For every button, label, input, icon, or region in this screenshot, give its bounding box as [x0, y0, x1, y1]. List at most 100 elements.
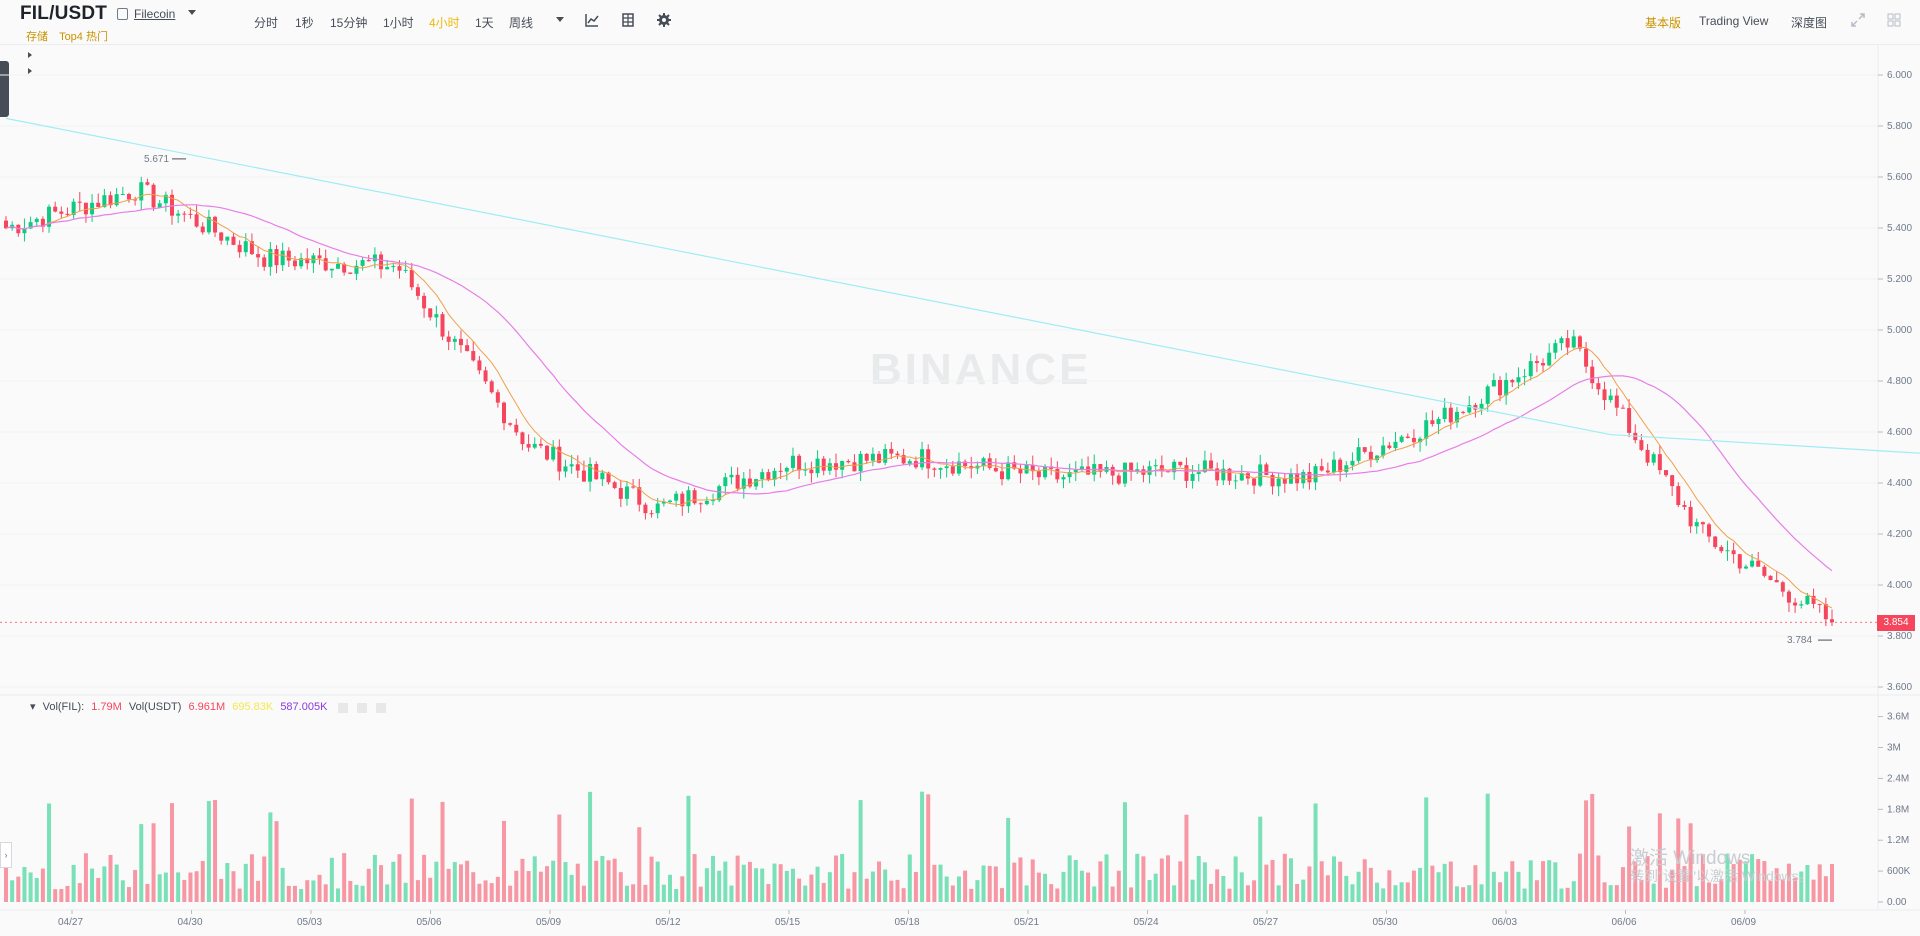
candle-body: [1694, 522, 1699, 527]
candle-body: [1786, 591, 1791, 603]
expand-arrow-icon[interactable]: [28, 52, 32, 58]
volume-bar: [391, 861, 396, 902]
volume-bar: [1670, 870, 1675, 902]
candle-body: [1153, 465, 1158, 467]
volume-bar: [1135, 853, 1140, 902]
candle-body: [329, 268, 334, 271]
date-tick-label: 05/18: [895, 917, 920, 928]
candle-body: [1073, 469, 1078, 473]
volume-bar: [1664, 887, 1668, 902]
candle-body: [1332, 459, 1336, 473]
volume-bar: [840, 853, 845, 902]
candle-body: [237, 244, 242, 253]
view-basic[interactable]: 基本版: [1645, 16, 1682, 30]
candle-body: [741, 478, 746, 489]
candle-body: [569, 464, 574, 467]
indicator-icon[interactable]: [620, 12, 636, 28]
volume-bar: [600, 855, 605, 902]
interval-1w[interactable]: 周线: [509, 16, 534, 30]
price-tick-label: 3.800: [1887, 631, 1912, 642]
candle-body: [1338, 459, 1343, 472]
interval-1d[interactable]: 1天: [475, 16, 494, 30]
candle-body: [446, 336, 451, 342]
candle-body: [1657, 454, 1662, 471]
volume-bar: [1805, 865, 1810, 902]
volume-bar: [815, 866, 820, 902]
volume-bar: [133, 869, 138, 902]
volume-bar: [1442, 863, 1447, 902]
candle-body: [993, 467, 998, 472]
candle-body: [157, 203, 162, 208]
fullscreen-icon[interactable]: [1850, 12, 1866, 28]
volume-bar: [563, 862, 568, 902]
candle-body: [40, 218, 45, 227]
volume-tick-label: 0.00: [1887, 897, 1907, 908]
candle-body: [1491, 380, 1496, 387]
volume-bar: [262, 856, 267, 902]
interval-time[interactable]: 分时: [254, 16, 279, 30]
candle-body: [391, 266, 396, 268]
volume-bar: [1541, 861, 1546, 902]
more-intervals-chevron-icon[interactable]: [556, 17, 564, 22]
vol-usdt-value: 6.961M: [188, 701, 226, 713]
volume-bar: [286, 885, 291, 902]
coin-icon[interactable]: [117, 8, 128, 20]
interval-15m[interactable]: 15分钟: [330, 16, 368, 30]
candle-body: [1172, 461, 1177, 473]
interval-1s[interactable]: 1秒: [295, 16, 314, 30]
candle-body: [1731, 550, 1736, 555]
volume-bar: [1129, 887, 1134, 902]
candle-body: [668, 500, 672, 502]
date-tick-label: 05/15: [775, 917, 800, 928]
volume-bar: [1830, 864, 1834, 902]
drawing-tools-handle[interactable]: [0, 61, 9, 117]
ma25-line: [5, 204, 1833, 572]
candle-body: [563, 466, 568, 472]
volume-bar: [409, 798, 414, 902]
coin-link[interactable]: Filecoin: [134, 7, 176, 21]
volume-bar: [1393, 885, 1398, 902]
volume-bar: [256, 880, 261, 902]
volume-bar: [1682, 866, 1687, 902]
volume-bar: [754, 868, 759, 902]
view-depth[interactable]: 深度图: [1791, 16, 1828, 30]
chevron-down-icon[interactable]: [188, 10, 196, 15]
candle-body: [1805, 595, 1810, 605]
candle-body: [1799, 604, 1804, 606]
candle-body: [704, 500, 709, 505]
collapse-panel-button[interactable]: ›: [0, 842, 12, 868]
chart-type-icon[interactable]: [584, 12, 600, 28]
volume-bar: [956, 876, 961, 902]
volume-bar: [495, 876, 500, 902]
indicator-settings-icon[interactable]: [357, 703, 367, 713]
indicator-visibility-icon[interactable]: [338, 703, 348, 713]
volume-bar: [723, 861, 728, 902]
volume-bar: [1049, 884, 1054, 902]
candle-body: [809, 469, 814, 474]
layout-grid-icon[interactable]: [1886, 12, 1902, 28]
indicator-close-icon[interactable]: [376, 703, 386, 713]
candle-body: [120, 194, 125, 196]
candle-body: [532, 443, 537, 448]
volume-bar: [766, 884, 771, 902]
expand-arrow-icon[interactable]: [28, 68, 32, 74]
candle-body: [1036, 471, 1041, 478]
view-tradingview[interactable]: Trading View: [1699, 14, 1769, 28]
tag-storage[interactable]: 存储: [26, 31, 48, 43]
volume-bar: [735, 855, 740, 902]
volume-bar: [1012, 862, 1017, 902]
volume-bar: [594, 860, 599, 902]
candle-body: [502, 402, 506, 424]
interval-4h[interactable]: 4小时: [429, 16, 460, 30]
settings-icon[interactable]: [656, 12, 672, 28]
volume-bar: [950, 885, 955, 902]
candle-body: [1030, 465, 1035, 472]
volume-bar: [618, 872, 623, 902]
volume-bar: [163, 872, 168, 902]
candle-body: [1190, 474, 1195, 481]
candle-body: [797, 455, 802, 471]
interval-1h[interactable]: 1小时: [383, 16, 414, 30]
tag-top4[interactable]: Top4 热门: [59, 31, 108, 43]
candle-body: [385, 267, 390, 270]
